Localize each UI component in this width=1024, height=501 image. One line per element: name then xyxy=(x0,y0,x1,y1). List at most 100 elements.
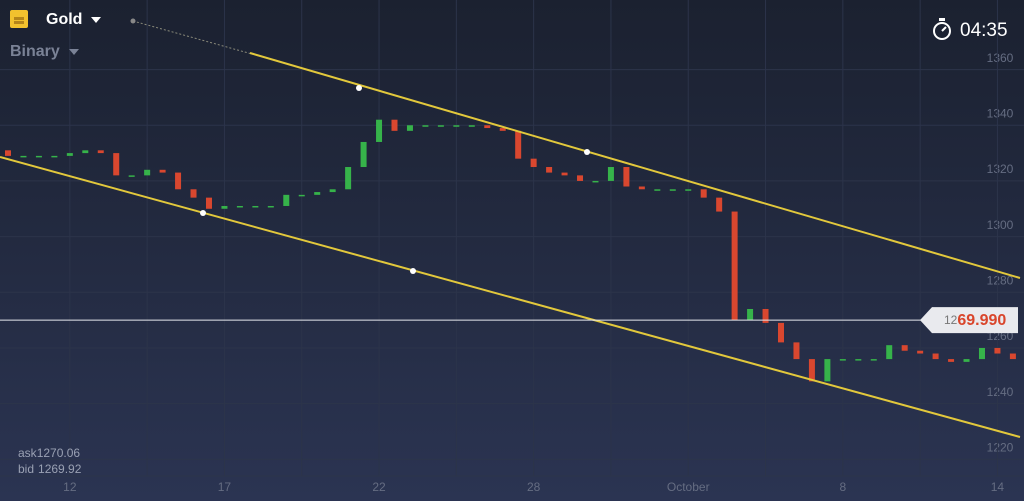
candle xyxy=(669,189,676,191)
price-marker: 1269.990 xyxy=(0,307,1018,334)
candle xyxy=(221,205,228,209)
asset-icon-bar xyxy=(14,17,24,20)
candle xyxy=(113,153,120,176)
x-tick-label: October xyxy=(667,480,710,494)
candle xyxy=(808,359,815,382)
candle xyxy=(978,347,985,360)
y-tick-label: 1240 xyxy=(987,385,1014,399)
timer-icon xyxy=(933,22,951,40)
candle xyxy=(267,205,274,208)
candle xyxy=(376,119,383,142)
dropdown-caret[interactable] xyxy=(91,17,101,23)
mode-name[interactable]: Binary xyxy=(10,43,60,60)
candle xyxy=(700,189,707,198)
candle xyxy=(20,155,27,158)
candle xyxy=(530,158,537,168)
x-tick-label: 17 xyxy=(218,480,232,494)
y-tick-label: 1280 xyxy=(987,273,1014,287)
candle xyxy=(577,175,584,181)
candle xyxy=(468,125,475,127)
ask: ask1270.06 xyxy=(18,446,80,460)
candle xyxy=(839,359,846,361)
candle xyxy=(175,172,182,190)
candle xyxy=(128,175,135,177)
price-tag-text: 1269.990 xyxy=(944,312,1006,329)
candle xyxy=(901,345,908,351)
trend-handle[interactable] xyxy=(356,85,362,91)
candle xyxy=(824,359,831,382)
candle xyxy=(190,189,197,198)
candle xyxy=(144,169,151,176)
candle xyxy=(855,359,862,361)
candle xyxy=(159,169,166,173)
candle xyxy=(793,342,800,360)
candle xyxy=(453,125,460,127)
candle xyxy=(35,155,42,158)
price-suffix: 69.990 xyxy=(957,312,1006,329)
candle xyxy=(298,194,305,197)
timer-hand xyxy=(941,26,947,32)
timer: 04:35 xyxy=(960,20,1008,41)
candle xyxy=(716,197,723,212)
candle xyxy=(51,155,58,158)
candle xyxy=(592,180,599,183)
x-tick-label: 14 xyxy=(991,480,1005,494)
trend-handle[interactable] xyxy=(130,18,136,24)
candle xyxy=(437,125,444,127)
candle xyxy=(778,322,784,343)
candle xyxy=(484,125,491,129)
bid: bid 1269.92 xyxy=(18,462,82,476)
candle xyxy=(329,189,336,193)
candle xyxy=(731,211,738,321)
candle xyxy=(499,128,506,131)
y-tick-label: 1220 xyxy=(987,440,1014,454)
x-tick-label: 28 xyxy=(527,480,541,494)
candle xyxy=(345,167,352,190)
candle xyxy=(685,189,692,191)
candle xyxy=(252,205,259,208)
candle xyxy=(314,192,321,195)
x-tick-label: 22 xyxy=(372,480,386,494)
candle xyxy=(870,359,877,361)
timer-knob xyxy=(939,18,945,21)
lower-trend-line[interactable] xyxy=(0,156,1021,438)
asset-name[interactable]: Gold xyxy=(46,11,82,28)
candle xyxy=(391,119,398,131)
bid-value: 1269.92 xyxy=(38,462,82,476)
candle xyxy=(747,308,754,321)
candle xyxy=(932,353,939,360)
ask-label: ask xyxy=(18,446,38,460)
candle xyxy=(886,345,893,360)
y-tick-label: 1320 xyxy=(987,162,1014,176)
price-prefix: 12 xyxy=(944,313,958,327)
y-tick-label: 1300 xyxy=(987,218,1014,232)
y-tick-label: 1360 xyxy=(987,51,1014,65)
candle xyxy=(762,308,769,323)
candle xyxy=(546,167,553,173)
candle xyxy=(66,153,73,156)
candle xyxy=(422,125,429,127)
dropdown-caret[interactable] xyxy=(69,49,79,55)
candle xyxy=(917,350,924,354)
ask-value: 1270.06 xyxy=(37,446,81,460)
trend-handle[interactable] xyxy=(200,210,206,216)
candle xyxy=(236,205,243,208)
candle xyxy=(406,125,413,131)
candle xyxy=(1009,353,1016,360)
trend-handle[interactable] xyxy=(410,268,416,274)
x-tick-label: 8 xyxy=(839,480,846,494)
upper-trend-line[interactable] xyxy=(249,52,1021,279)
price-tag xyxy=(920,307,1018,334)
candle xyxy=(607,167,614,181)
candle xyxy=(283,194,290,206)
candle xyxy=(963,359,970,362)
candle xyxy=(638,186,645,190)
candle xyxy=(97,150,104,154)
trend-handle[interactable] xyxy=(584,149,590,155)
bid-label: bid xyxy=(18,462,34,476)
x-tick-label: 12 xyxy=(63,480,77,494)
